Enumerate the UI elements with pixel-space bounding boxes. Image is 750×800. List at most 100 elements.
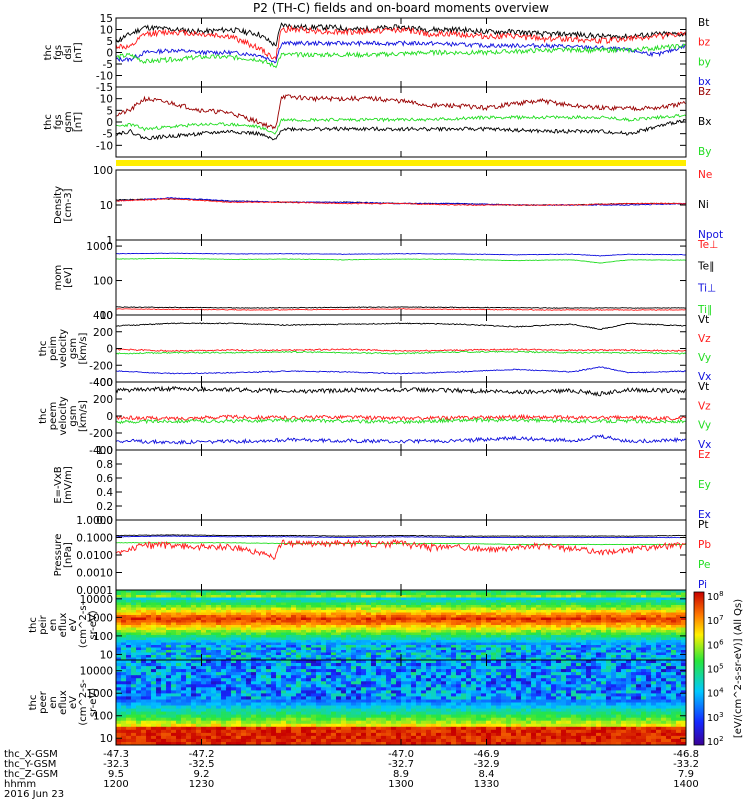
ylabel-line: [cm-3] — [63, 188, 74, 221]
legend-temperature-0: Te⊥ — [697, 239, 718, 251]
ylabel-line: E=-VxB — [53, 466, 64, 503]
ylabel-line: thc — [43, 45, 54, 61]
legend-temperature-2: Ti⊥ — [697, 282, 716, 294]
ytick-label: 0 — [106, 117, 113, 129]
ylabel-line: fgs — [53, 45, 64, 60]
ytick-label: -10 — [96, 140, 113, 152]
ytick-label: 0 — [106, 344, 113, 356]
ylabel-line: en — [48, 696, 59, 709]
legend-fgs-dsl-0: Bt — [698, 17, 709, 29]
xaxis-value: -47.3 — [103, 749, 129, 760]
ytick-label: 200 — [93, 394, 113, 406]
ylabel-line: eflux — [58, 690, 69, 715]
ytick-label: -5 — [103, 59, 113, 71]
legend-pressure-0: Pt — [698, 519, 708, 531]
xaxis-row-name: thc_Y-GSM — [4, 759, 56, 770]
xaxis-value: -32.5 — [189, 759, 215, 770]
legend-peem-3: Vx — [698, 439, 711, 451]
xaxis-value: -32.9 — [474, 759, 500, 770]
panel-temperature: 1000 100 10 mom [eV] Te⊥ Te∥ Ti⊥ Ti∥ — [53, 239, 718, 322]
xaxis-value: 8.4 — [479, 769, 495, 780]
ytick-label: 10 — [100, 310, 113, 322]
colorbar: 108 107 106 105 104 103 102 [eV/(cm^2-s-sr-eV)]… — [693, 590, 744, 748]
ylabel-line: dsl — [63, 45, 74, 59]
colorbar-tick: 105 — [707, 663, 724, 676]
spectrogram-peir-eflux — [116, 590, 686, 660]
ylabel-line: eV — [68, 618, 79, 631]
ytick-label: 1.0000 — [76, 515, 113, 527]
ytick-label: 5 — [106, 105, 113, 117]
xaxis-value: -32.3 — [103, 759, 129, 770]
series-fgs-gsm-Bx — [116, 118, 686, 141]
ylabel-line: sr-eV) — [88, 688, 99, 717]
panel-frame — [115, 239, 687, 316]
legend-density-2: Npot — [698, 229, 723, 241]
series-pressure-Pt — [116, 534, 686, 537]
series-peim-Vt — [116, 322, 686, 330]
ylabel-line: Pressure — [53, 534, 64, 577]
ytick-label: 10000 — [80, 594, 113, 606]
legend-fgs-gsm-0: Bz — [698, 86, 711, 98]
ytick-label: -10 — [96, 71, 113, 83]
xaxis-value: 9.5 — [108, 769, 124, 780]
ylabel-line: [km/s] — [78, 400, 89, 432]
xaxis-row-name: thc_Z-GSM — [4, 769, 58, 780]
ylabel-line: eV — [68, 696, 79, 709]
series-temperature-Ti⊥ — [116, 252, 686, 257]
ytick-label: 100 — [93, 631, 113, 643]
series-peim-Vy — [116, 350, 686, 355]
ylabel-line: [nPa] — [63, 542, 74, 568]
ytick-label: 10 — [100, 94, 113, 106]
flag-bar — [116, 160, 686, 166]
panel-frame — [115, 314, 687, 383]
ylabel-line: (cm^2-s- — [78, 679, 89, 726]
series-fgs-gsm-By — [116, 113, 686, 135]
ytick-label: 200 — [93, 327, 113, 339]
ytick-label: 0 — [106, 48, 113, 60]
date-label: 2016 Jun 23 — [4, 789, 64, 800]
series-pressure-Pi — [116, 535, 686, 539]
ytick-label: 0.2 — [96, 501, 113, 513]
series-temperature-Ti∥ — [116, 257, 686, 264]
ylabel-line: peer — [38, 690, 49, 714]
legend-temperature-1: Te∥ — [697, 261, 714, 273]
panel-density: 100 10 1 Density [cm-3] Ne Ni Npot — [53, 165, 723, 247]
ylabel-line: thc — [38, 408, 49, 424]
ytick-label: 400 — [93, 377, 113, 389]
ytick-label: 0.8 — [96, 459, 113, 471]
legend-pressure-3: Pi — [698, 579, 707, 591]
legend-peim-0: Vt — [698, 314, 709, 326]
ytick-label: 15 — [100, 13, 113, 25]
spectrogram-peer-eflux — [116, 660, 686, 745]
ylabel-line: [nT] — [73, 112, 84, 132]
x-axis-labels: thc_X-GSM -47.3 -47.2 -47.0 -46.9 -46.8 thc_Y-… — [4, 749, 699, 800]
ylabel-line: Density — [53, 186, 64, 224]
colorbar-gradient — [693, 591, 705, 746]
panel-frame — [115, 519, 687, 591]
series-temperature-Te∥ — [116, 306, 686, 309]
legend-peem-2: Vy — [698, 420, 711, 432]
ylabel-line: [mV/m] — [63, 466, 74, 504]
series-peem-Vx — [116, 434, 686, 445]
ytick-label: 1000 — [86, 612, 113, 624]
legend-density-0: Ne — [698, 169, 712, 181]
series-peim-Vz — [116, 348, 686, 353]
series-peim-Vx — [116, 366, 686, 375]
series-fgs-dsl-by — [116, 43, 686, 69]
legend-fgs-dsl-3: bx — [698, 76, 711, 88]
ylabel-line: thc — [28, 695, 39, 711]
ylabel-line: peem — [48, 402, 59, 430]
legend-pressure-2: Pe — [698, 559, 710, 571]
ytick-label: 0.6 — [96, 473, 113, 485]
xaxis-value: 1230 — [189, 779, 214, 790]
xaxis-value: 1400 — [673, 779, 698, 790]
ytick-label: 10000 — [80, 666, 113, 678]
ylabel-line: (cm^2-s- — [78, 601, 89, 648]
ytick-label: 0.0 — [96, 515, 113, 527]
ytick-label: 10 — [100, 200, 113, 212]
xaxis-value: 1200 — [103, 779, 128, 790]
xaxis-value: -32.7 — [388, 759, 414, 770]
